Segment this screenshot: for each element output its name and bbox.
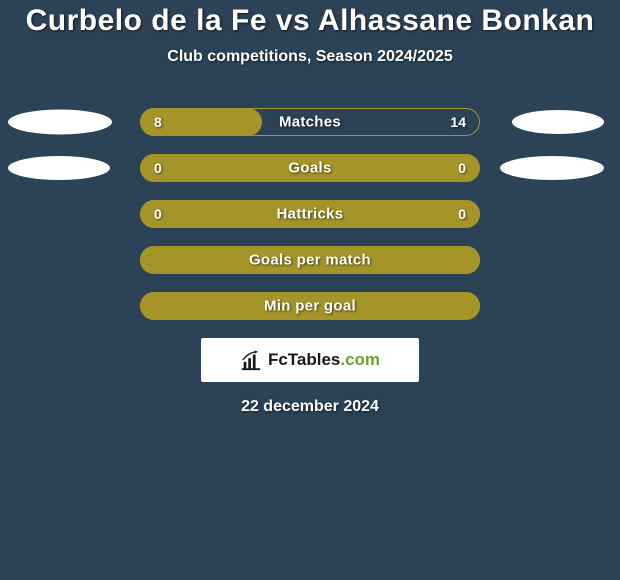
stat-label: Goals <box>140 160 480 177</box>
comparison-card: Curbelo de la Fe vs Alhassane Bonkan Clu… <box>0 0 620 416</box>
stat-label: Min per goal <box>140 298 480 315</box>
stat-bar: 00Goals <box>140 154 480 182</box>
stat-row: Min per goal <box>0 292 620 320</box>
stat-bar: Min per goal <box>140 292 480 320</box>
stat-bar: 00Hattricks <box>140 200 480 228</box>
stat-row: Goals per match <box>0 246 620 274</box>
left-ellipse <box>8 156 110 180</box>
bar-chart-icon <box>240 349 262 371</box>
logo-box[interactable]: FcTables.com <box>201 338 419 382</box>
left-ellipse <box>8 110 112 135</box>
logo-text: FcTables.com <box>268 350 380 370</box>
logo-text-right: .com <box>340 350 380 369</box>
date-line: 22 december 2024 <box>0 398 620 416</box>
stat-row: 814Matches <box>0 108 620 136</box>
stat-rows: 814Matches 00Goals 00Hattricks Goals per ma… <box>0 108 620 320</box>
page-title: Curbelo de la Fe vs Alhassane Bonkan <box>0 4 620 38</box>
stat-label: Goals per match <box>140 252 480 269</box>
page-subtitle: Club competitions, Season 2024/2025 <box>0 48 620 66</box>
stat-row: 00Hattricks <box>0 200 620 228</box>
right-ellipse <box>500 156 604 180</box>
stat-label: Hattricks <box>140 206 480 223</box>
stat-row: 00Goals <box>0 154 620 182</box>
stat-bar: Goals per match <box>140 246 480 274</box>
logo-text-left: FcTables <box>268 350 340 369</box>
stat-label: Matches <box>140 114 480 131</box>
right-ellipse <box>512 110 604 134</box>
stat-bar: 814Matches <box>140 108 480 136</box>
